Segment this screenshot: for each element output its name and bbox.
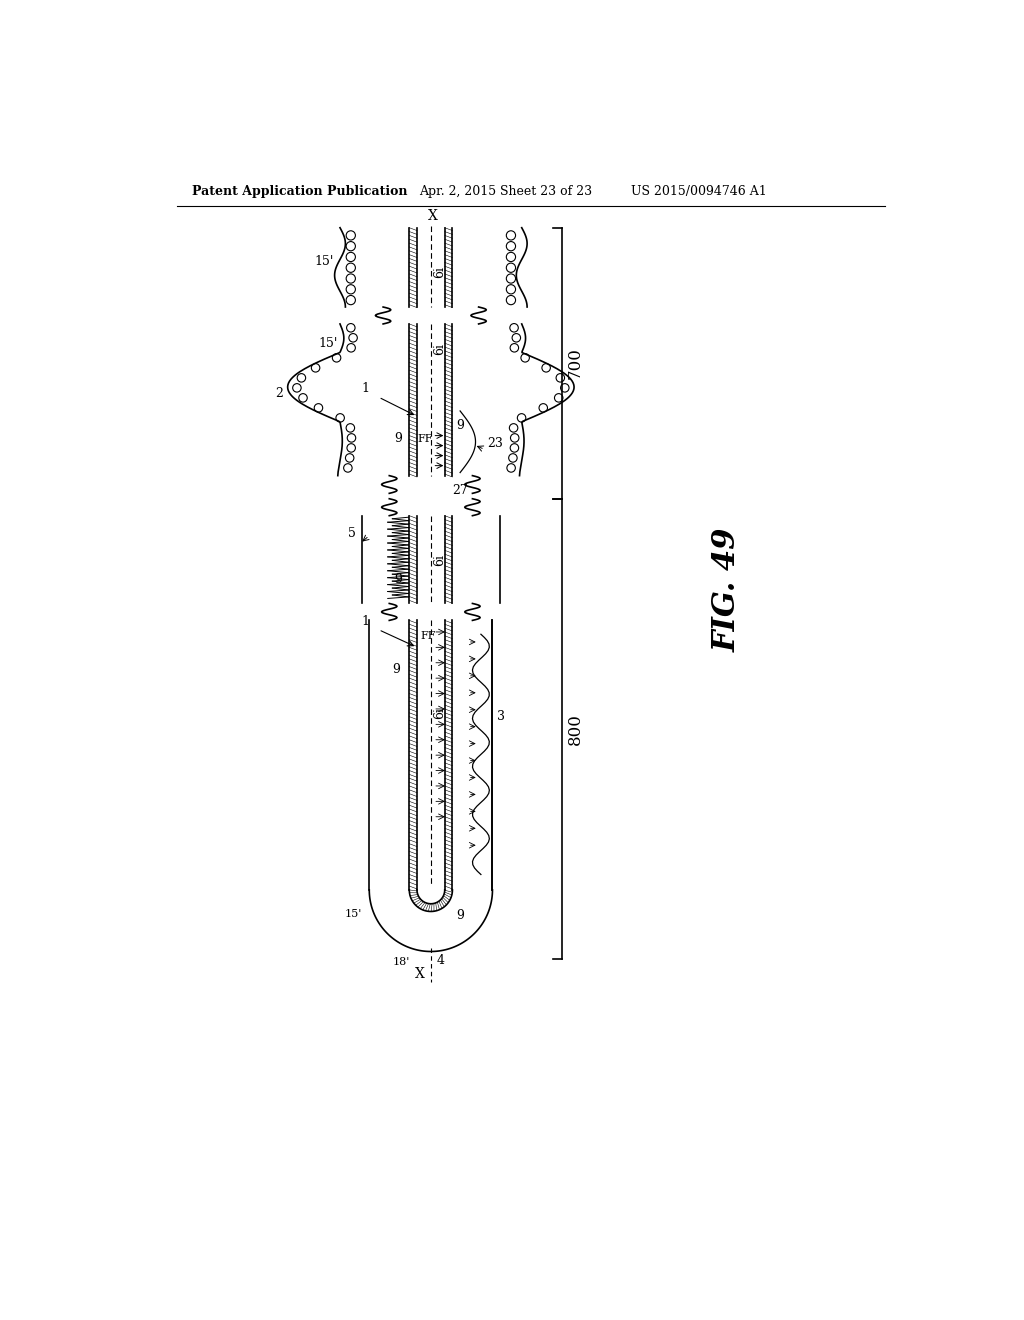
Text: US 2015/0094746 A1: US 2015/0094746 A1 (631, 185, 767, 198)
Text: 9: 9 (394, 573, 401, 586)
Text: 23: 23 (487, 437, 503, 450)
Text: 3: 3 (497, 710, 505, 723)
Text: 1: 1 (361, 615, 370, 628)
Text: 15': 15' (344, 909, 361, 919)
Text: 6i: 6i (433, 267, 446, 279)
Text: Apr. 2, 2015: Apr. 2, 2015 (419, 185, 497, 198)
Text: FIG. 49: FIG. 49 (712, 528, 742, 652)
Text: 4: 4 (437, 954, 445, 966)
Text: X: X (415, 966, 425, 981)
Text: 27: 27 (453, 484, 468, 498)
Text: 15': 15' (314, 255, 334, 268)
Text: FF: FF (420, 631, 435, 640)
Text: 800: 800 (567, 713, 584, 744)
Text: FF: FF (417, 434, 432, 445)
Text: 2: 2 (275, 387, 284, 400)
Text: 700: 700 (567, 347, 584, 379)
Text: 6i: 6i (433, 554, 446, 566)
Text: 1: 1 (361, 383, 370, 396)
Text: 9: 9 (457, 909, 464, 923)
Text: 6i: 6i (433, 343, 446, 355)
Text: 5: 5 (347, 527, 355, 540)
Text: X: X (427, 209, 437, 223)
Text: 15': 15' (318, 337, 338, 350)
Text: Patent Application Publication: Patent Application Publication (193, 185, 408, 198)
Text: 9: 9 (392, 663, 400, 676)
Text: Sheet 23 of 23: Sheet 23 of 23 (500, 185, 592, 198)
Text: 9: 9 (457, 420, 464, 433)
Text: 6i: 6i (433, 706, 446, 719)
Text: 9: 9 (394, 432, 401, 445)
Text: 18': 18' (393, 957, 411, 968)
